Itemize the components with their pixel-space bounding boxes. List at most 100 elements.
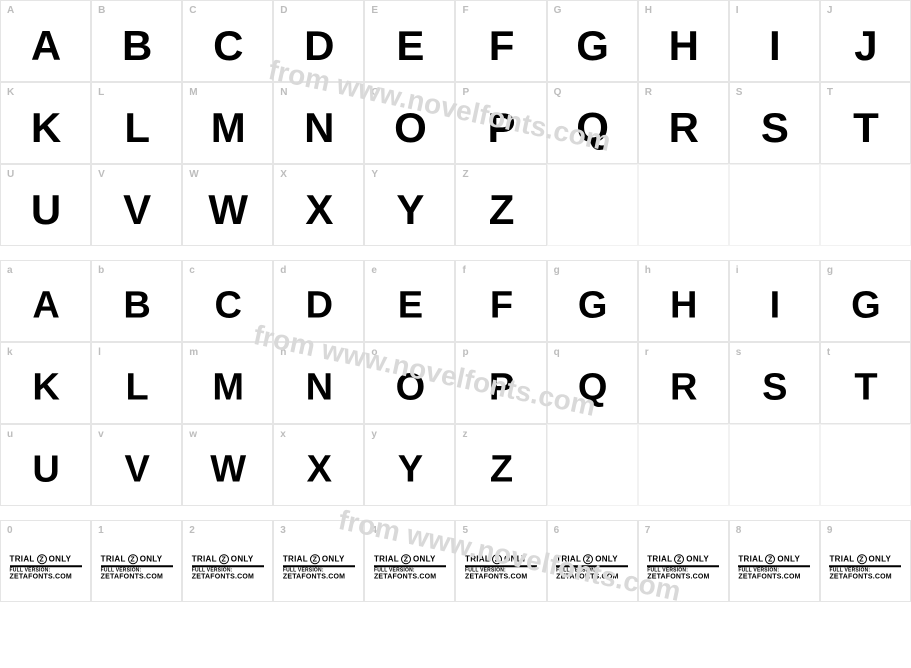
glyph-cell: mM: [182, 342, 273, 424]
zetafonts-text: ZETAFONTS.COM: [829, 573, 901, 580]
cell-glyph: C: [215, 284, 241, 327]
glyph-cell: II: [729, 0, 820, 82]
z-circle-icon: Z: [857, 555, 867, 565]
glyph-cell: UU: [0, 164, 91, 246]
cell-glyph: X: [307, 448, 331, 491]
glyph-cell: qQ: [547, 342, 638, 424]
cell-key-label: g: [827, 265, 833, 276]
cell-key-label: c: [189, 265, 195, 276]
cell-key-label: w: [189, 429, 197, 440]
glyph-cell: OO: [364, 82, 455, 164]
cell-key-label: D: [280, 5, 287, 16]
cell-key-label: b: [98, 265, 104, 276]
cell-glyph: G: [576, 22, 608, 70]
trial-text: TRIAL: [283, 556, 308, 564]
trial-text: TRIAL: [465, 556, 490, 564]
zetafonts-text: ZETAFONTS.COM: [647, 573, 719, 580]
cell-glyph: K: [31, 104, 60, 152]
cell-glyph: Y: [398, 448, 422, 491]
glyph-cell: HH: [638, 0, 729, 82]
glyph-cell: wW: [182, 424, 273, 506]
glyph-cell: iI: [729, 260, 820, 342]
cell-glyph: Z: [489, 186, 514, 234]
z-circle-icon: Z: [401, 555, 411, 565]
zetafonts-text: ZETAFONTS.COM: [738, 573, 810, 580]
cell-glyph: P: [489, 366, 513, 409]
cell-glyph: S: [761, 104, 788, 152]
cell-key-label: X: [280, 169, 287, 180]
cell-key-label: m: [189, 347, 198, 358]
cell-glyph: I: [770, 284, 780, 327]
cell-key-label: 3: [280, 525, 286, 536]
glyph-cell: JJ: [820, 0, 911, 82]
trial-text: TRIAL: [101, 556, 126, 564]
cell-key-label: k: [7, 347, 13, 358]
cell-key-label: A: [7, 5, 14, 16]
only-text: ONLY: [869, 556, 892, 564]
cell-key-label: 1: [98, 525, 104, 536]
cell-glyph: A: [31, 22, 60, 70]
glyph-cell: dD: [273, 260, 364, 342]
glyph-cell: VV: [91, 164, 182, 246]
only-text: ONLY: [777, 556, 800, 564]
glyph-cell: 8TRIALZONLYFULL VERSION:ZETAFONTS.COM: [729, 520, 820, 602]
cell-key-label: 2: [189, 525, 195, 536]
cell-key-label: 7: [645, 525, 651, 536]
cell-key-label: g: [554, 265, 560, 276]
z-circle-icon: Z: [310, 555, 320, 565]
cell-key-label: L: [98, 87, 104, 98]
cell-glyph: M: [212, 366, 243, 409]
trial-text: TRIAL: [10, 556, 35, 564]
cell-glyph: D: [306, 284, 332, 327]
cell-glyph: W: [210, 448, 245, 491]
cell-key-label: O: [371, 87, 379, 98]
cell-key-label: C: [189, 5, 196, 16]
glyph-cell: 9TRIALZONLYFULL VERSION:ZETAFONTS.COM: [820, 520, 911, 602]
cell-glyph: A: [32, 284, 58, 327]
cell-glyph: M: [211, 104, 245, 152]
cell-key-label: T: [827, 87, 833, 98]
cell-glyph: Z: [490, 448, 512, 491]
glyph-cell: 7 TRIALZONLYFULL VERSION:ZETAFONTS.COM: [638, 520, 729, 602]
empty-cell: [820, 164, 911, 246]
cell-glyph: R: [670, 366, 696, 409]
cell-key-label: q: [554, 347, 560, 358]
cell-key-label: N: [280, 87, 287, 98]
trial-only-badge: TRIALZONLYFULL VERSION:ZETAFONTS.COM: [192, 555, 264, 581]
only-text: ONLY: [595, 556, 618, 564]
glyph-cell: lL: [91, 342, 182, 424]
trial-text: TRIAL: [192, 556, 217, 564]
cell-glyph: U: [31, 186, 60, 234]
glyph-cell: nN: [273, 342, 364, 424]
glyph-cell: vV: [91, 424, 182, 506]
trial-only-badge: TRIALZONLYFULL VERSION:ZETAFONTS.COM: [647, 555, 719, 581]
only-text: ONLY: [322, 556, 345, 564]
glyph-cell: 3 TRIALZONLYFULL VERSION:ZETAFONTS.COM: [273, 520, 364, 602]
glyph-cell: aA: [0, 260, 91, 342]
glyph-cell: gG: [547, 260, 638, 342]
cell-key-label: F: [462, 5, 468, 16]
cell-key-label: t: [827, 347, 830, 358]
glyph-cell: 2 TRIALZONLYFULL VERSION:ZETAFONTS.COM: [182, 520, 273, 602]
glyph-cell: sS: [729, 342, 820, 424]
cell-glyph: E: [398, 284, 422, 327]
trial-only-badge: TRIALZONLYFULL VERSION:ZETAFONTS.COM: [829, 555, 901, 581]
cell-glyph: S: [762, 366, 786, 409]
cell-key-label: M: [189, 87, 197, 98]
trial-only-badge: TRIALZONLYFULL VERSION:ZETAFONTS.COM: [283, 555, 355, 581]
cell-key-label: 8: [736, 525, 742, 536]
cell-key-label: U: [7, 169, 14, 180]
trial-text: TRIAL: [647, 556, 672, 564]
glyph-cell: XX: [273, 164, 364, 246]
only-text: ONLY: [504, 556, 527, 564]
glyph-cell: GG: [547, 0, 638, 82]
cell-key-label: y: [371, 429, 377, 440]
cell-glyph: Q: [578, 366, 607, 409]
cell-glyph: V: [124, 448, 148, 491]
trial-only-badge: TRIALZONLYFULL VERSION:ZETAFONTS.COM: [101, 555, 173, 581]
empty-cell: [638, 424, 729, 506]
cell-glyph: V: [123, 186, 150, 234]
cell-key-label: s: [736, 347, 742, 358]
cell-key-label: Q: [554, 87, 562, 98]
glyph-cell: cC: [182, 260, 273, 342]
